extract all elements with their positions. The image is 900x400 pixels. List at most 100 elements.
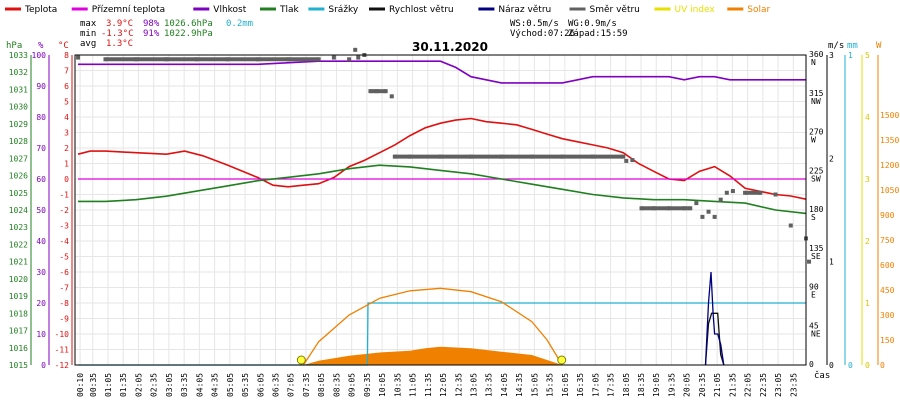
y-tick-hpa: 1028 [9,137,28,146]
x-tick-label: 16:05 [561,373,570,397]
legend-label: Solar [747,5,770,15]
series-n-raz-v-tru [704,271,725,366]
x-tick-label: 23:05 [774,373,783,397]
legend: Teplota Přízemní teplota Vlhkost Tlak Srážky… [5,5,771,15]
series-solar-area [303,346,563,365]
y-tick-hpa: 1030 [9,103,28,112]
axes-layer: 00:10 00:35 01:05 01:35 02:05 02:35 03:05 03:35… [9,50,900,397]
y-tick-uv: 2 [865,237,870,246]
x-tick-label: 02:05 [134,373,143,397]
unit-pct: % [38,41,44,51]
y-tick-dir-name: SW [811,174,821,183]
y-tick-dir-name: W [811,136,816,145]
y-tick-degc: 2 [64,144,69,153]
x-tick-label: 03:35 [180,373,189,397]
y-tick-ms: 3 [829,51,834,60]
unit-degc: °C [58,41,69,51]
y-tick-ms: 0 [829,361,834,370]
y-tick-pct: 20 [36,299,46,308]
x-tick-label: 05:35 [241,373,250,397]
legend-label: Tlak [279,5,300,15]
y-tick-hpa: 1022 [9,240,28,249]
y-tick-degc: 6 [64,82,69,91]
stat-avg-label: avg [80,39,96,49]
wind-dir-point [389,94,394,99]
y-tick-hpa: 1020 [9,275,28,284]
wind-dir-point [773,192,778,197]
y-tick-hpa: 1021 [9,258,28,267]
y-tick-dir-name: SE [811,252,821,261]
x-tick-label: 02:35 [150,373,159,397]
x-tick-label: 08:05 [317,373,326,397]
y-tick-dir: 0 [809,360,814,369]
x-tick-label: 21:05 [713,373,722,397]
y-tick-degc: -8 [59,299,69,308]
wind-dir-point [807,259,812,264]
y-tick-dir: 270 [809,128,824,137]
wind-dir-point [624,158,629,163]
y-tick-hpa: 1029 [9,120,28,129]
y-tick-hpa: 1015 [9,361,28,370]
y-tick-hpa: 1031 [9,85,28,94]
legend-label: Směr větru [590,5,640,15]
y-tick-uv: 0 [865,361,870,370]
y-tick-hpa: 1018 [9,309,28,318]
y-tick-mm: 1 [848,51,853,60]
y-tick-degc: -6 [59,268,69,277]
unit-hpa: hPa [6,41,22,51]
y-tick-degc: 5 [64,98,69,107]
stat-ws: WS:0.5m/s [510,19,559,29]
y-tick-degc: -5 [59,253,69,262]
y-tick-pct: 70 [36,144,46,153]
x-tick-label: 11:35 [424,373,433,397]
y-tick-degc: 1 [64,160,69,169]
x-tick-label: 07:05 [287,373,296,397]
wind-dir-point [331,55,336,60]
wind-dir-point [730,189,735,194]
sun-marker [296,355,306,365]
x-tick-label: 11:05 [409,373,418,397]
legend-label: Srážky [328,5,359,15]
sun-marker [557,355,567,365]
wind-dir-point [788,223,793,228]
y-tick-degc: -1 [59,191,69,200]
unit-mm: mm [847,41,858,51]
y-tick-degc: 8 [64,51,69,60]
x-tick-label: 03:05 [165,373,174,397]
x-tick-label: 01:35 [119,373,128,397]
stat-max-press: 1026.6hPa [164,19,213,29]
series-solar-max [302,287,563,366]
stat-min-label: min [80,29,96,39]
y-tick-dir: 135 [809,244,824,253]
x-tick-label: 22:35 [759,373,768,397]
unit-ms: m/s [828,41,844,51]
plot-frame [74,54,807,366]
y-tick-hpa: 1017 [9,327,28,336]
legend-label: Vlhkost [213,5,246,15]
y-tick-degc: -12 [55,361,70,370]
y-tick-hpa: 1033 [9,51,28,60]
x-tick-label: 20:05 [683,373,692,397]
stat-sunset: Západ:15:59 [568,29,628,39]
x-tick-label: 22:05 [744,373,753,397]
y-tick-dir-name: NW [811,97,821,106]
y-tick-hpa: 1016 [9,344,28,353]
y-tick-w: 300 [880,311,895,320]
y-tick-w: 600 [880,261,895,270]
legend-label: Přízemní teplota [92,5,165,15]
y-tick-degc: -2 [59,206,69,215]
wind-dir-point [630,158,635,163]
x-tick-label: 15:35 [546,373,555,397]
wind-dir-point [353,47,358,52]
chart-title: 30.11.2020 [412,40,488,54]
x-tick-label: 13:05 [469,373,478,397]
y-tick-degc: -3 [59,222,69,231]
stat-min-temp: -1.3°C [101,29,134,39]
y-tick-pct: 80 [36,113,46,122]
y-tick-pct: 0 [41,361,46,370]
y-tick-pct: 50 [36,206,46,215]
series-rychlost-v-tru [704,312,725,366]
stat-max-label: max [80,19,97,29]
wind-dir-point [724,190,729,195]
